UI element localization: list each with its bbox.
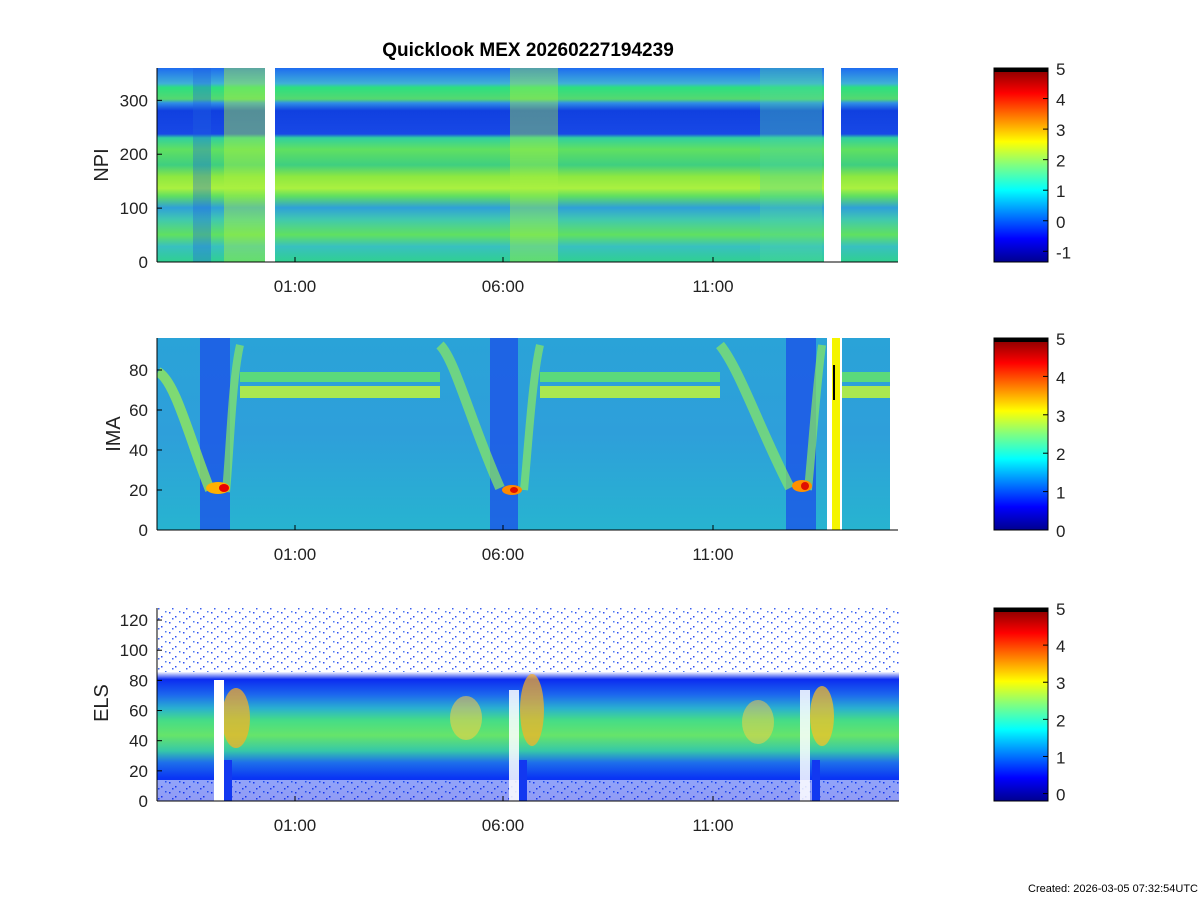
ima-colorbar-tick-label: 2	[1056, 445, 1065, 464]
els-x-ticks: 01:00 06:00 11:00	[274, 796, 734, 835]
ima-y-tick-label: 60	[129, 401, 148, 420]
ima-x-tick-label: 11:00	[692, 545, 733, 564]
ima-y-tick-label: 0	[139, 521, 148, 540]
els-heatmap	[157, 608, 899, 801]
npi-y-tick-label: 300	[120, 91, 148, 110]
npi-y-tick-label: 0	[139, 253, 148, 272]
els-y-tick-label: 120	[120, 611, 148, 630]
npi-y-ticks: 0 100 200 300	[120, 91, 162, 272]
npi-x-tick-label: 01:00	[274, 277, 317, 296]
ima-y-tick-label: 40	[129, 441, 148, 460]
els-y-tick-label: 60	[129, 702, 148, 721]
els-y-label: ELS	[91, 684, 113, 722]
els-colorbar-tick-label: 4	[1056, 637, 1065, 656]
npi-colorbar-tick-label: 2	[1056, 152, 1065, 171]
els-y-tick-label: 20	[129, 762, 148, 781]
npi-colorbar-tick-label: 3	[1056, 121, 1065, 140]
npi-heatmap	[157, 68, 898, 262]
npi-gap-1	[265, 68, 275, 262]
els-y-tick-label: 0	[139, 792, 148, 811]
els-x-tick-label: 01:00	[274, 816, 317, 835]
els-colorbar-tick-label: 1	[1056, 748, 1065, 767]
created-timestamp: Created: 2026-03-05 07:32:54UTC	[1028, 883, 1198, 895]
els-x-tick-label: 06:00	[482, 816, 525, 835]
els-x-tick-label: 11:00	[692, 816, 733, 835]
ima-heatmap	[157, 338, 890, 530]
colorbar-ticks: -1 0 1 2 3 4 5 0 1 2 3 4 5 0 1 2 3 4 5	[1043, 60, 1071, 805]
npi-x-tick-label: 11:00	[692, 277, 733, 296]
npi-colorbar-tick-label: 1	[1056, 182, 1065, 201]
els-y-tick-label: 80	[129, 671, 148, 690]
ima-x-tick-label: 06:00	[482, 545, 525, 564]
npi-y-tick-label: 200	[120, 145, 148, 164]
els-y-tick-label: 100	[120, 641, 148, 660]
npi-gap-2	[824, 68, 841, 262]
ima-y-label: IMA	[103, 416, 125, 452]
npi-colorbar-tick-label: -1	[1056, 243, 1071, 262]
els-colorbar-tick-label: 3	[1056, 674, 1065, 693]
ima-y-tick-label: 80	[129, 361, 148, 380]
npi-colorbar-tick-label: 4	[1056, 91, 1065, 110]
figure-title: Quicklook MEX 20260227194239	[382, 40, 674, 61]
ima-colorbar-tick-label: 5	[1056, 330, 1065, 349]
els-colorbar-tick-label: 2	[1056, 711, 1065, 730]
ima-x-ticks: 01:00 06:00 11:00	[274, 525, 734, 564]
ima-colorbar-tick-label: 3	[1056, 407, 1065, 426]
ima-y-ticks: 0 20 40 60 80	[129, 361, 162, 540]
ima-panel: 0 20 40 60 80 01:00 06:00 11:00 IMA	[103, 338, 898, 564]
els-y-ticks: 0 20 40 60 80 100 120	[120, 611, 162, 811]
els-panel: 0 20 40 60 80 100 120 01:00 06:00 11:00 ELS	[91, 608, 899, 835]
ima-colorbar-tick-label: 0	[1056, 522, 1065, 541]
ima-y-tick-label: 20	[129, 481, 148, 500]
els-colorbar-tick-label: 0	[1056, 786, 1065, 805]
npi-panel: 0 100 200 300 01:00 06:00 11:00 NPI	[91, 68, 898, 296]
npi-x-tick-label: 06:00	[482, 277, 525, 296]
npi-y-tick-label: 100	[120, 199, 148, 218]
ima-colorbar	[993, 337, 1049, 531]
ima-x-tick-label: 01:00	[274, 545, 317, 564]
els-colorbar	[993, 607, 1049, 802]
npi-y-label: NPI	[91, 148, 113, 181]
els-colorbar-tick-label: 5	[1056, 600, 1065, 619]
ima-colorbar-tick-label: 1	[1056, 484, 1065, 503]
ima-colorbar-tick-label: 4	[1056, 368, 1065, 387]
npi-colorbar-tick-label: 0	[1056, 213, 1065, 232]
els-y-tick-label: 40	[129, 732, 148, 751]
npi-colorbar	[993, 67, 1049, 263]
npi-x-ticks: 01:00 06:00 11:00	[274, 257, 734, 296]
npi-colorbar-tick-label: 5	[1056, 60, 1065, 79]
